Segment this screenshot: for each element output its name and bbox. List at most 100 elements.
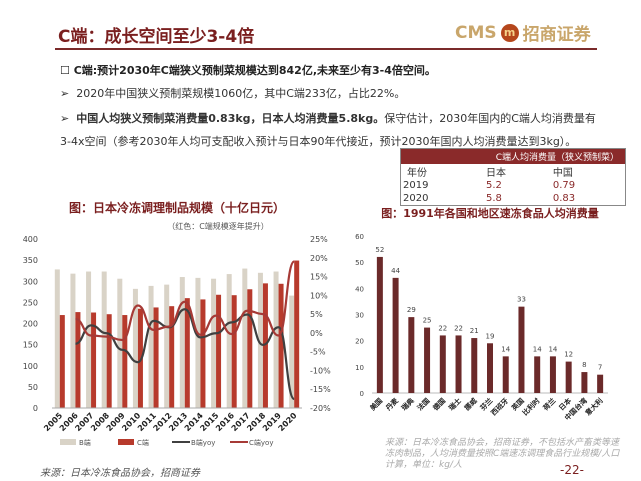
c-bar: [278, 283, 284, 408]
legend-label: B端yoy: [191, 438, 215, 447]
bullet-2-text: 保守估计，2030年国内的C端人均消费量有3-4x空间（参考2030年人均可支配…: [60, 112, 596, 148]
y-tick-label: 0: [33, 404, 38, 413]
c-bar: [184, 298, 190, 408]
y2-tick-label: 0%: [310, 329, 323, 338]
legend-swatch: [118, 439, 134, 445]
page-title: C端：成长空间至少3-4倍: [58, 27, 255, 47]
bullet-2-bold: 中国人均狭义预制菜消费量0.83kg，日本人均消费量5.8kg。: [76, 112, 385, 125]
c-bar: [169, 306, 175, 408]
y-tick-label: 100: [23, 362, 38, 371]
y-tick-label: 20: [355, 338, 364, 346]
c-bar: [262, 283, 268, 408]
y-tick-label: 400: [23, 235, 38, 244]
b-bar: [211, 278, 217, 408]
x-tick-label: 意大利: [583, 396, 604, 417]
x-tick-label: 丹麦: [383, 395, 401, 413]
b-bar: [164, 284, 170, 408]
y-tick-label: 50: [355, 259, 364, 267]
b-bar: [132, 288, 138, 408]
y-tick-label: 200: [23, 320, 38, 329]
y2-tick-label: 15%: [310, 273, 328, 282]
x-tick-label: 德国: [431, 396, 447, 412]
country-bar: [376, 256, 383, 393]
main-bullet-text: C端:预计2030年C端狭义预制菜规模达到842亿,未来至少有3-4倍空间。: [73, 64, 436, 77]
c-bar: [216, 294, 222, 408]
y2-tick-label: 10%: [310, 291, 328, 300]
b-bar: [289, 295, 295, 408]
table-cell: 5.8: [485, 193, 502, 204]
x-tick-label: 荷兰: [540, 396, 557, 413]
logo: CMS m 招商证券: [455, 20, 591, 46]
right-chart-title: 图：1991年各国和地区速冻食品人均消费量: [381, 206, 599, 220]
y-tick-label: 250: [23, 298, 38, 307]
c-bar: [200, 299, 206, 408]
data-label: 22: [438, 324, 447, 332]
x-tick-label: 西班牙: [489, 396, 510, 417]
country-bar: [408, 317, 415, 393]
x-tick-label: 法国: [415, 396, 431, 412]
country-bar: [597, 374, 604, 393]
c-bar: [294, 260, 300, 408]
table-cell: 2020: [403, 193, 429, 204]
y2-tick-label: -10%: [310, 366, 331, 375]
y-tick-label: 300: [23, 277, 38, 286]
table-cell: 5.2: [485, 180, 502, 191]
legend-label: C端yoy: [249, 438, 273, 447]
page-number: -22-: [560, 463, 584, 477]
table-cell: 0.83: [552, 193, 576, 204]
b-bar: [179, 277, 185, 408]
c-bar: [122, 315, 128, 408]
c-bar: [59, 315, 65, 408]
b-bar: [70, 273, 76, 408]
table-title: C端人均消费量（狭义预制菜）: [400, 148, 626, 164]
y-tick-label: 350: [23, 256, 38, 265]
data-label: 33: [517, 296, 526, 304]
country-bar: [487, 343, 493, 393]
country-bar: [424, 327, 431, 393]
left-chart-title: 图：日本冷冻调理制品规模（十亿日元）: [69, 200, 285, 215]
b-bar: [54, 269, 60, 408]
data-label: 29: [407, 306, 416, 314]
table-header: 日本: [485, 168, 506, 179]
data-label: 21: [470, 327, 479, 335]
logo-text: CMS: [455, 22, 497, 43]
data-label: 14: [548, 345, 557, 353]
y-tick-label: 60: [355, 233, 364, 241]
country-bar: [392, 277, 399, 393]
b-bar: [101, 271, 107, 408]
b-bar: [117, 278, 123, 408]
table-row: 2019 5.2 0.79: [401, 179, 626, 192]
country-bar: [502, 356, 509, 393]
data-label: 7: [598, 364, 602, 372]
y-tick-label: 40: [355, 285, 364, 293]
b-bar: [195, 277, 201, 408]
table-row: 2020 5.8 0.83: [401, 192, 626, 206]
y2-tick-label: -5%: [310, 348, 326, 357]
country-bar: [534, 356, 541, 393]
x-tick-label: 挪威: [462, 396, 478, 412]
bullet-1: ➢ 2020年中国狭义预制菜规模1060亿，其中C端233亿，占比22%。: [60, 87, 406, 100]
c-bar: [75, 312, 81, 408]
country-bar: [455, 335, 462, 393]
y2-tick-label: -20%: [310, 404, 331, 413]
header-divider: [55, 48, 597, 50]
c-yoy-line: [75, 260, 296, 342]
data-label: 14: [533, 345, 542, 353]
country-bar: [581, 372, 588, 393]
left-source: 来源：日本冷冻食品协会，招商证券: [40, 468, 200, 479]
data-label: 8: [582, 361, 586, 369]
x-tick-label: 2020: [276, 411, 298, 433]
country-bar: [518, 306, 525, 393]
c-bar: [153, 307, 159, 408]
y-tick-label: 0: [360, 390, 364, 398]
data-label: 52: [375, 246, 384, 254]
y2-tick-label: -15%: [310, 385, 331, 394]
c-bar: [106, 314, 112, 408]
data-label: 12: [564, 351, 573, 359]
right-source: 来源：日本冷冻食品协会，招商证券，不包括水产畜类等速冻肉制品，人均消费量按照C端…: [385, 438, 620, 470]
legend-label: C端: [137, 438, 149, 447]
x-tick-label: 美国: [368, 396, 384, 412]
y-tick-label: 50: [28, 383, 38, 392]
